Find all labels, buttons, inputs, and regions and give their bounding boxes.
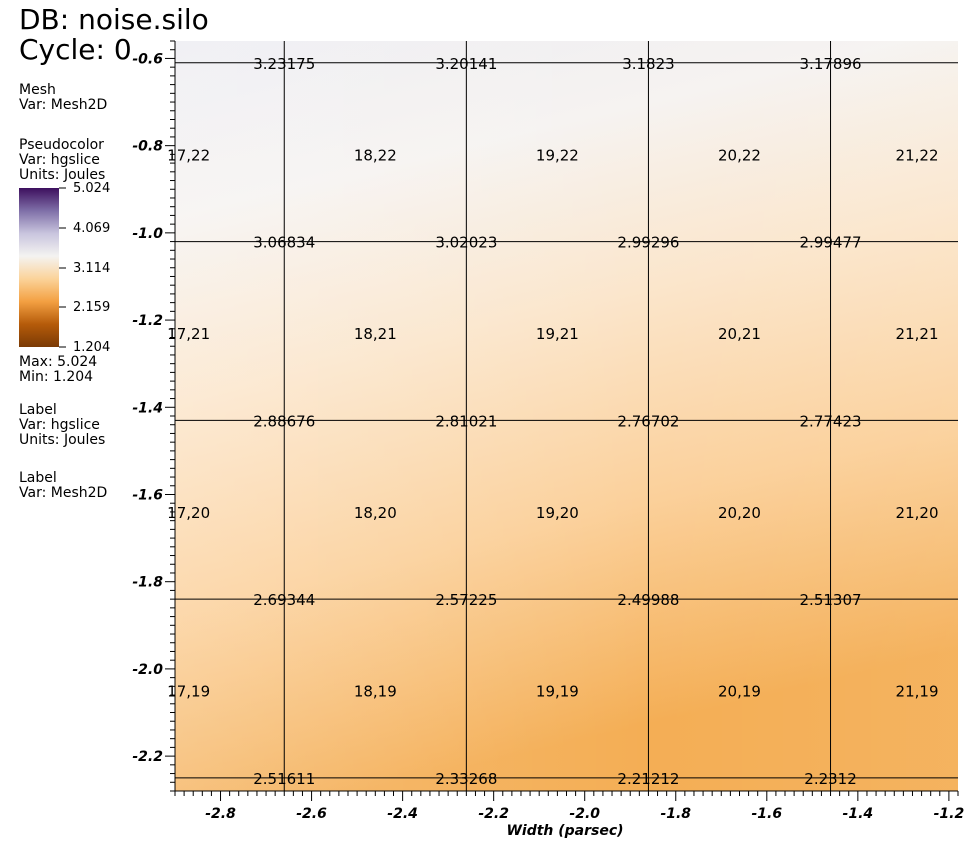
colorbar-tick-label: 1.204 [73, 340, 111, 355]
cell-index-label: 20,19 [718, 683, 761, 701]
y-tick-label: -0.8 [132, 139, 163, 155]
cell-index-label: 17,20 [167, 504, 210, 522]
pseudocolor-legend-title: Pseudocolor [19, 137, 104, 153]
x-tick-label: -2.8 [205, 806, 236, 822]
node-value-label: 2.57225 [435, 591, 497, 609]
minmax-legend: Max: 5.024 Min: 1.204 [19, 355, 97, 385]
y-tick-label: -1.8 [132, 575, 163, 591]
node-value-label: 3.17896 [800, 55, 862, 73]
cell-index-label: 21,19 [896, 683, 939, 701]
database-title: DB: noise.silo [19, 3, 209, 36]
cell-index-label: 18,22 [354, 146, 397, 164]
y-tick-label: -0.6 [132, 51, 163, 67]
colorbar-tick-label: 2.159 [73, 300, 111, 315]
node-value-label: 3.23175 [253, 55, 315, 73]
node-value-label: 2.51611 [253, 770, 315, 788]
heatmap-shading [175, 41, 958, 791]
node-value-label: 3.06834 [253, 234, 315, 252]
max-value: Max: 5.024 [19, 354, 98, 370]
mesh-legend: Mesh Var: Mesh2D [19, 83, 107, 113]
node-value-label: 2.49988 [617, 591, 679, 609]
x-tick-label: -2.2 [478, 806, 509, 822]
mesh-legend-title: Mesh [19, 82, 56, 98]
label-legend-title: Label [19, 470, 57, 486]
x-axis-title: Width (parsec) [506, 823, 623, 839]
cell-index-label: 18,19 [354, 683, 397, 701]
cell-index-label: 19,19 [536, 683, 579, 701]
pseudocolor-legend-units: Units: Joules [19, 167, 106, 183]
label-legend-var: Var: hgslice [19, 417, 100, 433]
y-tick-label: -2.2 [132, 749, 163, 765]
node-value-label: 3.02023 [435, 234, 497, 252]
node-value-label: 2.77423 [800, 412, 862, 430]
node-value-label: 2.2312 [804, 770, 857, 788]
node-value-label: 3.20141 [435, 55, 497, 73]
label-legend-units: Units: Joules [19, 432, 106, 448]
colorbar [19, 187, 66, 348]
cell-index-label: 18,20 [354, 504, 397, 522]
cell-index-label: 21,20 [896, 504, 939, 522]
y-tick-label: -1.6 [132, 487, 163, 503]
cell-index-label: 21,21 [896, 325, 939, 343]
node-value-label: 2.88676 [253, 412, 315, 430]
node-value-label: 2.21212 [617, 770, 679, 788]
cell-index-label: 17,22 [167, 146, 210, 164]
cell-index-label: 20,22 [718, 146, 761, 164]
node-value-label: 2.76702 [617, 412, 679, 430]
colorbar-tick-label: 5.024 [73, 181, 111, 196]
x-tick-label: -1.4 [843, 806, 874, 822]
cell-index-label: 17,19 [167, 683, 210, 701]
x-tick-label: -2.4 [387, 806, 418, 822]
x-tick-label: -1.2 [934, 806, 965, 822]
x-tick-label: -2.6 [296, 806, 327, 822]
node-value-label: 2.81021 [435, 412, 497, 430]
node-value-label: 2.99296 [617, 234, 679, 252]
y-tick-label: -1.2 [132, 313, 163, 329]
label-legend-mesh: Label Var: Mesh2D [19, 471, 107, 501]
y-tick-label: -1.0 [132, 226, 163, 242]
cell-index-label: 19,20 [536, 504, 579, 522]
cell-index-label: 21,22 [896, 146, 939, 164]
node-value-label: 2.99477 [800, 234, 862, 252]
node-value-label: 2.33268 [435, 770, 497, 788]
mesh-legend-var: Var: Mesh2D [19, 97, 108, 113]
cell-index-label: 20,21 [718, 325, 761, 343]
pseudocolor-legend: Pseudocolor Var: hgslice Units: Joules [19, 138, 105, 183]
cell-index-label: 17,21 [167, 325, 210, 343]
pseudocolor-legend-var: Var: hgslice [19, 152, 100, 168]
x-tick-label: -2.0 [569, 806, 600, 822]
cell-index-label: 18,21 [354, 325, 397, 343]
x-tick-label: -1.8 [660, 806, 691, 822]
x-tick-label: -1.6 [751, 806, 782, 822]
node-value-label: 2.51307 [800, 591, 862, 609]
label-legend-var: Var: Mesh2D [19, 485, 108, 501]
y-tick-label: -2.0 [132, 662, 163, 678]
cell-index-label: 19,21 [536, 325, 579, 343]
label-legend-title: Label [19, 402, 57, 418]
colorbar-tick-label: 4.069 [73, 221, 111, 236]
min-value: Min: 1.204 [19, 369, 94, 385]
cell-index-label: 20,20 [718, 504, 761, 522]
node-value-label: 2.69344 [253, 591, 315, 609]
y-tick-label: -1.4 [132, 400, 163, 416]
colorbar-tick-label: 3.114 [73, 261, 111, 276]
cycle-label: Cycle: 0 [19, 33, 132, 66]
label-legend-hgslice: Label Var: hgslice Units: Joules [19, 403, 105, 448]
cell-index-label: 19,22 [536, 146, 579, 164]
node-value-label: 3.1823 [622, 55, 675, 73]
